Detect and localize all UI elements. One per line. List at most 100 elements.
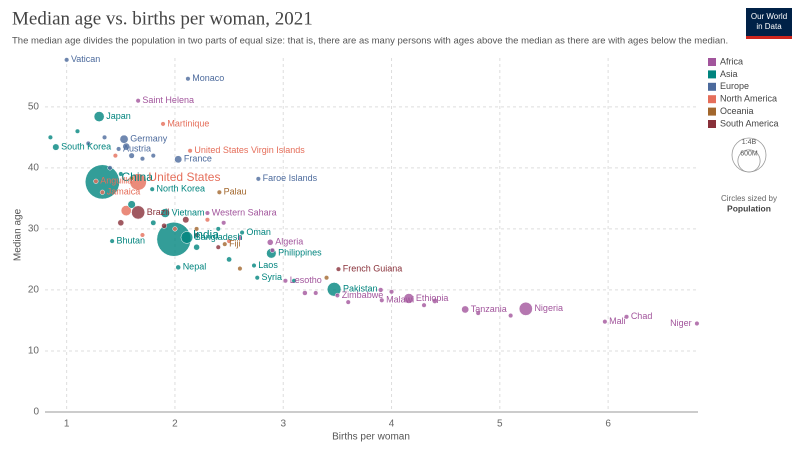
logo-text: in Data <box>756 22 782 31</box>
point-label: Germany <box>130 134 168 144</box>
point <box>187 148 193 154</box>
logo-box <box>746 8 792 38</box>
x-tick-label: 3 <box>280 419 286 430</box>
legend-label: Oceania <box>720 106 754 116</box>
x-tick-label: 4 <box>389 419 395 430</box>
size-legend-label: 600M <box>740 151 758 158</box>
point <box>172 226 178 232</box>
point <box>421 302 427 308</box>
point-label: Bangladesh <box>195 232 243 242</box>
point-label: Lesotho <box>290 275 322 285</box>
point-label: Zimbabwe <box>342 290 384 300</box>
point-label: France <box>184 154 212 164</box>
point <box>226 256 232 263</box>
point-label: Jamaica <box>107 187 141 197</box>
x-tick-label: 5 <box>497 419 503 430</box>
point <box>237 266 243 272</box>
point <box>139 232 146 238</box>
point <box>204 217 210 223</box>
x-tick-label: 6 <box>605 419 611 430</box>
point <box>122 142 130 151</box>
point <box>150 153 156 159</box>
point-label: Vatican <box>71 54 100 64</box>
point <box>185 76 191 82</box>
point <box>255 176 261 182</box>
point <box>120 205 132 216</box>
point-label: Algeria <box>275 237 303 247</box>
point <box>118 171 124 177</box>
point <box>431 298 438 304</box>
size-legend-label: 1:4B <box>742 139 757 146</box>
point <box>112 153 118 159</box>
point <box>182 216 190 224</box>
point-label: Faroe Islands <box>263 173 318 183</box>
legend-swatch <box>708 95 716 104</box>
point <box>174 155 183 164</box>
point <box>85 164 120 200</box>
x-tick-label: 1 <box>64 419 70 430</box>
point <box>64 57 70 63</box>
logo-text: Our World <box>751 12 787 21</box>
point-label: Pakistan <box>343 284 378 294</box>
point-label: Brazil <box>147 207 170 217</box>
legend-swatch <box>708 120 716 128</box>
point <box>215 226 221 232</box>
legend-swatch <box>708 58 716 66</box>
size-legend-circle <box>737 149 761 173</box>
y-tick-label: 40 <box>28 163 40 174</box>
point <box>518 301 533 316</box>
legend-label: Asia <box>720 69 738 79</box>
point <box>194 226 200 232</box>
point <box>128 152 135 159</box>
point <box>239 230 245 236</box>
legend-swatch <box>708 82 716 91</box>
point <box>180 231 194 244</box>
point <box>150 219 157 226</box>
point <box>251 262 257 269</box>
point <box>93 111 105 122</box>
point <box>378 287 384 293</box>
point <box>302 290 308 296</box>
point-label: South Korea <box>61 141 111 151</box>
point-label: Mali <box>609 316 626 326</box>
point <box>135 98 141 104</box>
point-label: French Guiana <box>343 264 403 274</box>
y-tick-label: 20 <box>28 285 40 296</box>
point <box>131 205 146 220</box>
point <box>623 314 630 320</box>
point-label: India <box>193 227 219 241</box>
point <box>403 293 415 304</box>
point-label: Saint Helena <box>142 95 194 105</box>
point-label: Niger <box>670 318 692 328</box>
point <box>119 134 129 144</box>
y-tick-label: 30 <box>28 224 40 235</box>
point <box>388 289 395 295</box>
point <box>93 178 99 184</box>
y-tick-label: 0 <box>33 407 39 418</box>
y-tick-label: 50 <box>28 101 40 112</box>
chart-subtitle: The median age divides the population in… <box>12 36 728 47</box>
point <box>694 320 700 327</box>
point-label: Anguilla <box>100 176 132 186</box>
point <box>291 278 297 284</box>
point <box>226 238 232 244</box>
point <box>160 121 166 127</box>
point-label: Palau <box>224 187 247 197</box>
point-label: North Korea <box>157 184 206 194</box>
y-axis-title: Median age <box>13 208 24 261</box>
point <box>266 239 274 246</box>
point <box>334 292 340 298</box>
point <box>193 243 200 251</box>
point <box>127 200 136 209</box>
point <box>47 134 53 140</box>
point <box>149 186 155 192</box>
point <box>324 275 330 281</box>
point <box>326 282 342 297</box>
point-label: Philippines <box>278 248 322 258</box>
size-legend-variable: Population <box>727 203 771 213</box>
point-label: Nepal <box>183 262 207 272</box>
point-label: Ethiopia <box>416 293 449 303</box>
point-label: Japan <box>106 111 131 121</box>
point <box>74 128 81 134</box>
size-legend-title: Circles sized by <box>721 194 777 203</box>
